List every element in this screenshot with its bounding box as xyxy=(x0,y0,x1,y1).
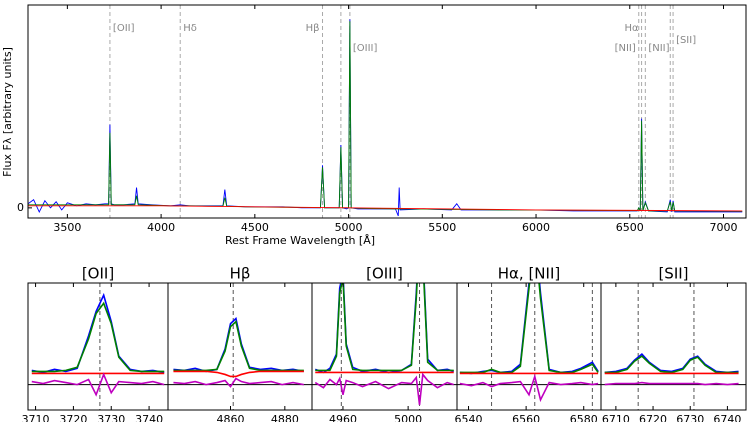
spectrum-line xyxy=(31,292,165,374)
x-tick-label: 6540 xyxy=(455,413,483,422)
plot-area xyxy=(601,283,746,410)
x-tick-label: 3740 xyxy=(135,413,163,422)
x-tick-label: 6580 xyxy=(570,413,598,422)
x-tick-label: 3500 xyxy=(53,221,81,234)
line-label: [OII] xyxy=(113,23,135,34)
spectrum-line xyxy=(31,372,165,397)
plot-area xyxy=(28,5,743,218)
x-tick-label: 5000 xyxy=(335,221,363,234)
x-tick-label: 7000 xyxy=(710,221,738,234)
x-tick-label: 3720 xyxy=(59,413,87,422)
line-label: Hα xyxy=(624,23,639,34)
y-axis-label: Flux Fλ [arbitrary units] xyxy=(1,47,14,177)
x-tick-label: 6720 xyxy=(639,413,667,422)
panel-title: [OIII] xyxy=(366,265,403,283)
spectrum-line xyxy=(31,301,165,373)
panel-title: [OII] xyxy=(82,265,114,283)
spectrum-line xyxy=(604,355,739,374)
axes-frame xyxy=(456,282,602,411)
plot-area xyxy=(168,283,312,410)
line-label: [SII] xyxy=(676,35,696,46)
axes-frame xyxy=(167,282,313,411)
x-tick-label: 6500 xyxy=(616,221,644,234)
x-tick-label: 6000 xyxy=(522,221,550,234)
line-label: Hβ xyxy=(306,23,320,34)
spectrum-line xyxy=(459,373,599,403)
x-tick-label: 6710 xyxy=(602,413,630,422)
x-tick-label: 6560 xyxy=(512,413,540,422)
spectrum-line xyxy=(173,370,304,378)
x-tick-label: 4880 xyxy=(271,413,299,422)
x-tick-label: 5000 xyxy=(394,413,422,422)
panel-title: Hα, [NII] xyxy=(498,265,560,283)
axes-frame xyxy=(311,282,458,411)
panel-title: Hβ xyxy=(230,265,251,283)
x-axis-label: Rest Frame Wavelength [Å] xyxy=(225,234,375,247)
spectrum-line xyxy=(315,283,454,372)
spectrum-line xyxy=(173,377,304,388)
x-tick-label: 3710 xyxy=(22,413,50,422)
plot-area xyxy=(28,283,168,410)
x-tick-label: 5500 xyxy=(428,221,456,234)
line-label: [NII] xyxy=(648,43,669,54)
spectrum-line xyxy=(459,283,599,374)
plot-area xyxy=(312,283,457,410)
x-tick-label: 4500 xyxy=(241,221,269,234)
line-label: Hδ xyxy=(183,23,197,34)
axes-frame xyxy=(27,4,747,219)
line-label: [OIII] xyxy=(353,43,378,54)
spectrum-line xyxy=(173,317,304,373)
plot-area xyxy=(457,283,601,410)
x-tick-label: 3730 xyxy=(97,413,125,422)
spectrum-line xyxy=(28,205,743,212)
x-tick-label: 4000 xyxy=(147,221,175,234)
line-label: [NII] xyxy=(615,43,636,54)
spectrum-line xyxy=(173,320,304,372)
x-tick-label: 4860 xyxy=(216,413,244,422)
spectrum-line xyxy=(314,372,454,406)
x-tick-label: 6740 xyxy=(713,413,741,422)
spectrum-line xyxy=(604,381,739,386)
x-tick-label: 6730 xyxy=(676,413,704,422)
panel-title: [SII] xyxy=(658,265,688,283)
y-tick-label: 0 xyxy=(17,201,24,214)
spectrum-line xyxy=(459,283,599,375)
x-tick-label: 4960 xyxy=(329,413,357,422)
axes-frame xyxy=(600,282,747,411)
